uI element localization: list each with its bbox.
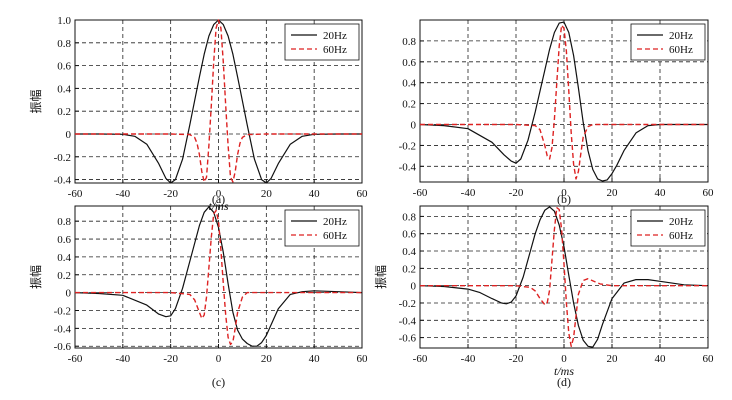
chart-panel-3: -60 -40 -20 0 20 40 60 -0.6 -0.4 -0.2 0 0.2 0.4 0.6 0.… — [28, 205, 369, 389]
y-tick-label: -0.4 — [399, 161, 417, 173]
chart-panel-2: -60 -40 -20 0 20 40 60 -0.4 -0.2 0 0.2 0.4 0.6 0.8 (b)… — [399, 19, 715, 206]
legend-label: 20Hz — [323, 30, 347, 42]
panel-label: (d) — [557, 375, 571, 389]
y-axis-label: 振幅 — [28, 265, 43, 289]
y-tick-label: 0 — [66, 288, 72, 300]
panel-label: (b) — [557, 192, 571, 206]
y-tick-label: 0.4 — [57, 252, 71, 264]
y-tick-label: 0.2 — [402, 263, 416, 275]
x-tick-label: 0 — [216, 353, 222, 365]
legend-label: 60Hz — [323, 44, 347, 56]
x-tick-label: 40 — [655, 353, 667, 365]
y-tick-label: 0.8 — [402, 211, 416, 223]
legend-label: 20Hz — [323, 216, 347, 228]
x-tick-label: 60 — [357, 353, 369, 365]
x-tick-label: 60 — [703, 353, 715, 365]
series-line-60hz — [75, 19, 362, 183]
y-tick-label: 0.6 — [402, 229, 416, 241]
y-tick-label: 0.6 — [57, 61, 71, 73]
x-tick-label: 60 — [357, 188, 369, 200]
x-tick-label: 40 — [655, 187, 667, 199]
y-tick-label: 0 — [411, 120, 417, 132]
x-tick-label: -40 — [115, 353, 130, 365]
x-tick-label: -60 — [68, 188, 83, 200]
x-tick-label: -40 — [115, 188, 130, 200]
x-tick-label: 40 — [309, 188, 321, 200]
x-tick-label: -60 — [68, 353, 83, 365]
y-tick-label: -0.2 — [54, 305, 71, 317]
x-tick-label: -60 — [413, 353, 428, 365]
legend-box — [284, 209, 360, 247]
x-tick-label: -20 — [163, 353, 178, 365]
y-tick-label: 0.6 — [57, 234, 71, 246]
series-line-20hz — [74, 206, 363, 347]
legend-box — [284, 23, 360, 61]
x-tick-label: 20 — [607, 187, 619, 199]
y-tick-label: 0.8 — [402, 36, 416, 48]
panel-label: (a) — [212, 192, 225, 206]
y-tick-label: 0.6 — [402, 57, 416, 69]
y-tick-label: 0.2 — [57, 270, 71, 282]
y-tick-label: 0.2 — [57, 106, 71, 118]
y-axis-label: 振幅 — [28, 89, 43, 113]
series-line-20hz — [419, 206, 709, 348]
legend-label: 60Hz — [669, 230, 693, 242]
legend-box — [630, 209, 706, 247]
panel-label: (c) — [212, 375, 225, 389]
legend-box — [630, 23, 706, 61]
x-tick-label: -20 — [163, 188, 178, 200]
y-tick-label: 0.2 — [402, 99, 416, 111]
x-axis-label: t/ms — [554, 364, 574, 378]
chart-panel-4: -60 -40 -20 0 20 40 60 -0.6 -0.4 -0.2 0 0.2 0.4 0.6 0.… — [373, 205, 715, 389]
legend-label: 60Hz — [669, 44, 693, 56]
y-tick-label: -0.2 — [399, 140, 416, 152]
y-tick-label: 0 — [411, 281, 417, 293]
x-tick-label: 20 — [607, 353, 619, 365]
x-tick-label: 20 — [261, 188, 273, 200]
legend-label: 20Hz — [669, 30, 693, 42]
chart-panel-1: -60 -40 -20 0 20 40 60 -0.4 -0.2 0 0.2 0.4 0.6 0.8 1.0… — [28, 15, 368, 213]
x-tick-label: 20 — [261, 353, 273, 365]
x-tick-label: -60 — [413, 187, 428, 199]
legend-label: 20Hz — [669, 216, 693, 228]
y-axis-label: 振幅 — [373, 265, 388, 289]
x-tick-label: -20 — [509, 187, 524, 199]
series-line-60hz — [420, 24, 708, 180]
x-tick-label: 40 — [309, 353, 321, 365]
y-tick-label: 1.0 — [57, 15, 71, 27]
y-tick-label: 0.4 — [402, 78, 416, 90]
y-tick-label: 0.8 — [57, 216, 71, 228]
y-tick-label: -0.6 — [54, 341, 72, 353]
x-tick-label: 0 — [216, 188, 222, 200]
y-tick-label: 0.4 — [57, 83, 71, 95]
y-tick-label: -0.2 — [399, 298, 416, 310]
y-tick-label: 0.8 — [57, 38, 71, 50]
y-tick-label: -0.6 — [399, 333, 417, 345]
y-tick-label: -0.4 — [54, 323, 72, 335]
legend-label: 60Hz — [323, 230, 347, 242]
y-tick-label: -0.4 — [399, 315, 417, 327]
x-tick-label: 60 — [703, 187, 715, 199]
x-tick-label: -20 — [509, 353, 524, 365]
x-tick-label: 0 — [561, 353, 567, 365]
x-tick-label: -40 — [461, 353, 476, 365]
x-tick-label: 0 — [561, 187, 567, 199]
x-tick-label: -40 — [461, 187, 476, 199]
y-tick-label: 0.4 — [402, 246, 416, 258]
y-tick-label: -0.2 — [54, 152, 71, 164]
y-tick-label: -0.4 — [54, 175, 72, 187]
series-line-60hz — [75, 209, 362, 346]
y-tick-label: 0 — [66, 129, 72, 141]
series-line-20hz — [419, 21, 708, 182]
